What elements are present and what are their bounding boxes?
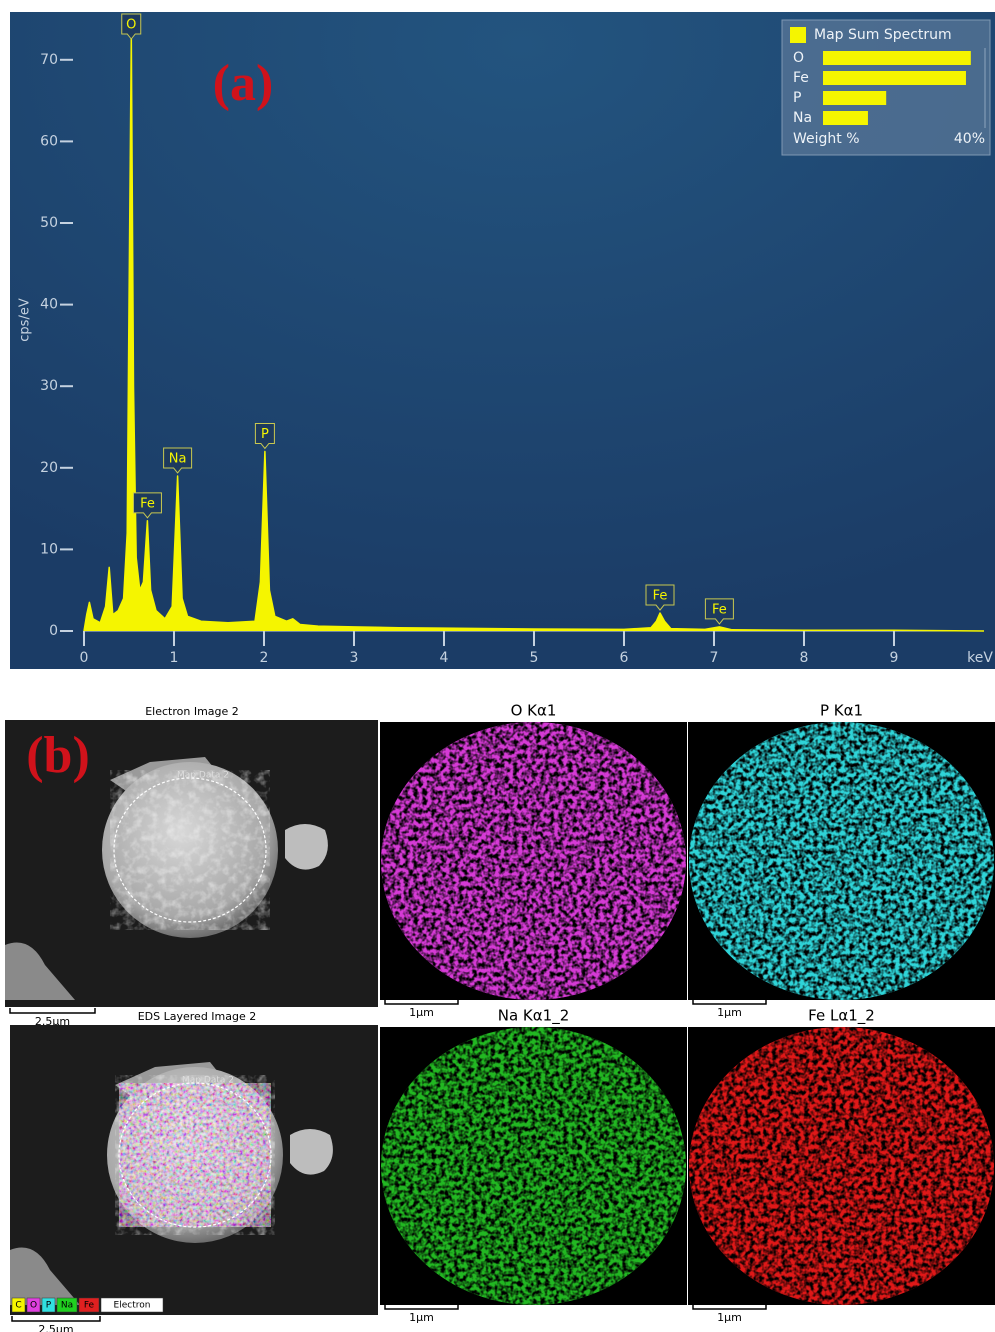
x-tick-label: 2 bbox=[260, 650, 269, 666]
map-title: Na Kα1_2 bbox=[498, 1007, 570, 1026]
image-title: EDS Layered Image 2 bbox=[138, 1010, 257, 1023]
scale-bar bbox=[12, 1316, 100, 1321]
x-tick-label: 5 bbox=[530, 650, 539, 666]
map-region-label: Map Data 2 bbox=[182, 1076, 234, 1086]
figure: 0 10 20 30 40 50 60 70 0 1 2 3 4 5 6 7 8 9 keV cps/eV O Fe Na P… bbox=[0, 0, 995, 1332]
legend-chip-label: P bbox=[46, 1301, 52, 1311]
y-tick-label: 30 bbox=[40, 378, 58, 394]
legend-chip-label: C bbox=[15, 1301, 21, 1311]
y-tick-label: 40 bbox=[40, 297, 58, 313]
layered-overlay bbox=[119, 1083, 271, 1227]
y-tick-label: 50 bbox=[40, 215, 58, 231]
bar bbox=[823, 71, 966, 85]
x-tick-label: 3 bbox=[350, 650, 359, 666]
peak-label: Fe bbox=[653, 589, 668, 604]
element-maps: Map Data 2 Electron Image 2 2.5μm Map Data … bbox=[5, 702, 995, 1332]
scale-label: 1μm bbox=[409, 1311, 434, 1324]
legend-chip-label: Na bbox=[61, 1301, 73, 1311]
bar bbox=[823, 91, 886, 105]
map-title: O Kα1 bbox=[511, 702, 557, 720]
particle-side bbox=[285, 824, 328, 870]
bar-category: P bbox=[793, 90, 801, 106]
peak-label: Na bbox=[169, 451, 187, 466]
y-tick-label: 10 bbox=[40, 541, 58, 557]
peak-label: Fe bbox=[140, 496, 155, 511]
scale-label: 1μm bbox=[717, 1311, 742, 1324]
x-tick-label: 7 bbox=[710, 650, 719, 666]
bar-category: Na bbox=[793, 110, 812, 126]
inset-title: Map Sum Spectrum bbox=[814, 27, 952, 43]
y-tick-label: 70 bbox=[40, 52, 58, 68]
map-speckle bbox=[380, 722, 687, 1000]
scale-label: 1μm bbox=[717, 1006, 742, 1019]
x-axis-label: keV bbox=[967, 650, 993, 666]
peak-label: P bbox=[261, 427, 269, 442]
y-tick-label: 0 bbox=[49, 623, 58, 639]
peak-label: O bbox=[126, 18, 136, 33]
particle-side bbox=[290, 1129, 333, 1175]
legend-swatch bbox=[790, 27, 806, 43]
map-speckle bbox=[688, 722, 995, 1000]
legend-chip-label: O bbox=[30, 1301, 37, 1311]
bar-category: Fe bbox=[793, 70, 809, 86]
inset-tick-label: 40% bbox=[954, 131, 985, 147]
y-tick-label: 20 bbox=[40, 460, 58, 476]
x-tick-label: 0 bbox=[80, 650, 89, 666]
particle-texture bbox=[110, 770, 270, 930]
panel-label: (a) bbox=[213, 55, 274, 112]
map-title: Fe Lα1_2 bbox=[808, 1007, 875, 1026]
scale-bar bbox=[10, 1008, 95, 1013]
x-tick-label: 9 bbox=[890, 650, 899, 666]
y-axis-label: cps/eV bbox=[18, 298, 33, 342]
legend-chip-label: Electron bbox=[114, 1301, 151, 1311]
map-speckle bbox=[380, 1027, 687, 1305]
peak-label: Fe bbox=[712, 602, 727, 617]
map-region-label: Map Data 2 bbox=[177, 771, 229, 781]
y-tick-label: 60 bbox=[40, 133, 58, 149]
scale-label: 2.5μm bbox=[38, 1323, 73, 1332]
x-tick-label: 6 bbox=[620, 650, 629, 666]
image-title: Electron Image 2 bbox=[145, 705, 239, 718]
scale-label: 1μm bbox=[409, 1006, 434, 1019]
panel-label: (b) bbox=[26, 727, 90, 784]
x-tick-label: 8 bbox=[800, 650, 809, 666]
bar bbox=[823, 111, 868, 125]
x-tick-label: 1 bbox=[170, 650, 179, 666]
inset-xlabel: Weight % bbox=[793, 131, 860, 147]
bar-category: O bbox=[793, 50, 804, 66]
legend-chip-label: Fe bbox=[84, 1301, 95, 1311]
x-tick-label: 4 bbox=[440, 650, 449, 666]
bar bbox=[823, 51, 971, 65]
map-speckle bbox=[688, 1027, 995, 1305]
weight-inset: Map Sum Spectrum O Fe P Na Weight % 40% bbox=[782, 20, 990, 155]
map-title: P Kα1 bbox=[820, 702, 863, 720]
